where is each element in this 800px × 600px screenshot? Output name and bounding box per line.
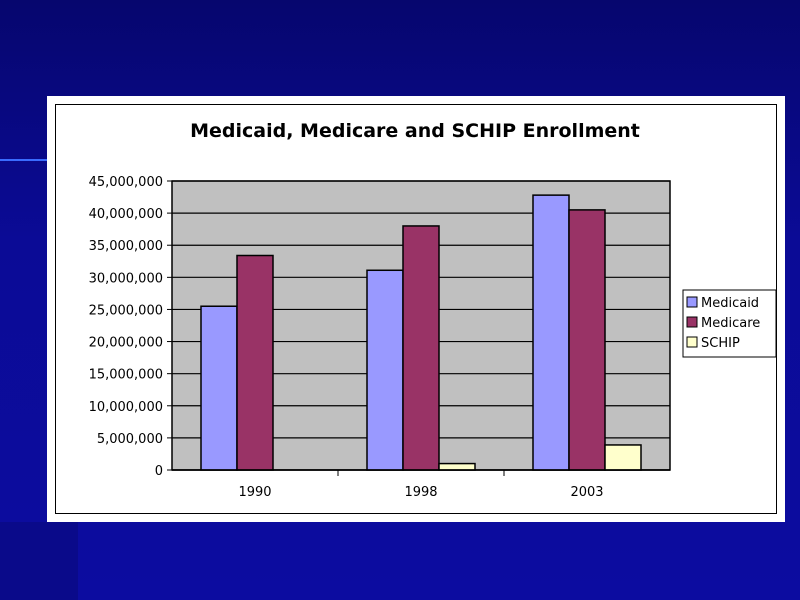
- chart-title: Medicaid, Medicare and SCHIP Enrollment: [190, 120, 640, 142]
- y-tick-label: 20,000,000: [89, 336, 163, 351]
- x-tick-label: 1998: [404, 485, 437, 500]
- x-tick-label: 1990: [238, 485, 271, 500]
- legend-label-medicare: Medicare: [701, 316, 760, 331]
- x-tick-label: 2003: [570, 485, 603, 500]
- y-tick-label: 45,000,000: [89, 175, 163, 190]
- legend-swatch-schip: [686, 336, 698, 348]
- legend-label-medicaid: Medicaid: [701, 296, 759, 311]
- y-tick-label: 30,000,000: [89, 271, 163, 286]
- bar-medicaid-1998: [366, 269, 404, 471]
- bar-medicaid-1990: [200, 305, 238, 471]
- y-tick-label: 35,000,000: [89, 239, 163, 254]
- legend-swatch-medicare: [686, 316, 698, 328]
- decorative-stripe: [0, 159, 60, 161]
- bar-medicare-1998: [402, 225, 440, 471]
- y-tick-label: 0: [155, 464, 163, 479]
- y-tick-label: 5,000,000: [97, 432, 163, 447]
- bar-medicaid-2003: [532, 194, 570, 471]
- bar-medicare-2003: [568, 209, 606, 471]
- y-tick-label: 10,000,000: [89, 400, 163, 415]
- bar-schip-1998: [438, 462, 476, 471]
- y-tick-label: 40,000,000: [89, 207, 163, 222]
- decorative-band: [0, 522, 78, 600]
- y-tick-label: 15,000,000: [89, 368, 163, 383]
- legend-label-schip: SCHIP: [701, 336, 740, 351]
- bar-schip-2003: [604, 444, 642, 471]
- y-tick-label: 25,000,000: [89, 303, 163, 318]
- legend: [682, 289, 777, 358]
- bar-medicare-1990: [236, 254, 274, 471]
- legend-swatch-medicaid: [686, 296, 698, 308]
